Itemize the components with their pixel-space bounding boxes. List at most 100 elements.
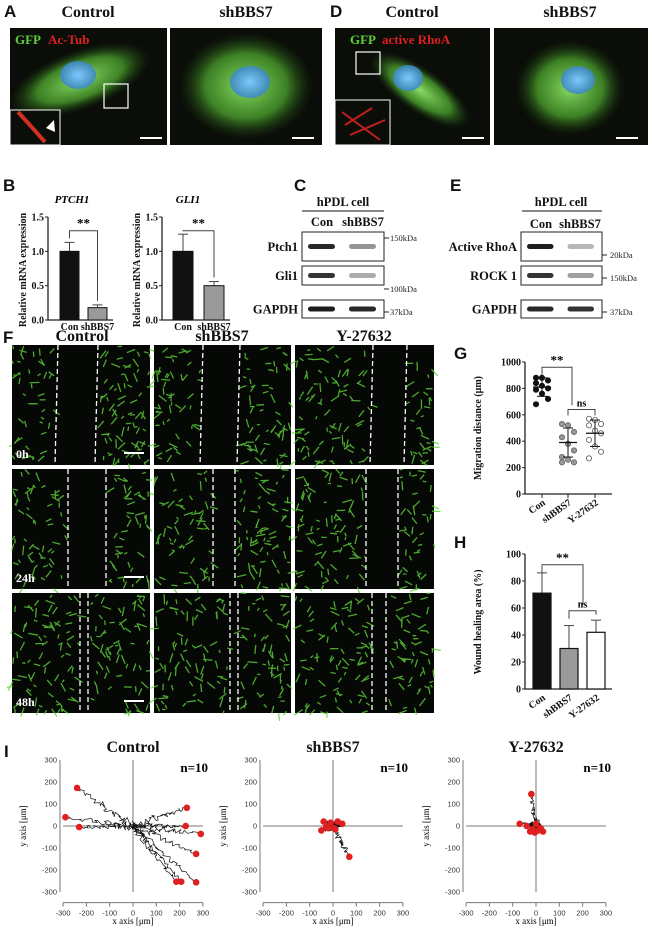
y-tick-label: 0: [456, 822, 460, 831]
wound-image: [8, 344, 155, 471]
y-tick-label: 300: [44, 756, 57, 765]
endpoint-marker: [320, 818, 327, 825]
data-point: [558, 420, 566, 428]
trajectory: [131, 825, 177, 882]
band: [527, 273, 554, 278]
marker-label: 37kDa: [610, 307, 633, 317]
wound-image: [10, 468, 156, 594]
panel-label-d: D: [330, 2, 342, 21]
trajectory: [79, 822, 134, 832]
band: [527, 306, 554, 312]
x-tick-label: 200: [576, 909, 589, 918]
y-tick-label: 0.5: [32, 281, 45, 292]
y-tick-label: 300: [244, 756, 257, 765]
x-tick-label: -200: [279, 909, 294, 918]
x-tick-label: -100: [102, 909, 117, 918]
y-axis-label: y axis [μm]: [218, 805, 228, 846]
chart-title: GLI1: [176, 194, 200, 206]
significance-bracket: [182, 230, 215, 278]
data-point: [570, 447, 578, 454]
endpoint-marker: [532, 820, 540, 828]
panel-label-h: H: [454, 533, 466, 552]
endpoint-marker: [173, 878, 180, 885]
y-tick-label: -200: [445, 866, 460, 875]
endpoint-marker: [529, 826, 536, 833]
endpoint-marker: [322, 823, 330, 831]
x-tick-label: 0: [331, 909, 335, 918]
y-tick-label: 200: [44, 778, 57, 787]
y-tick-label: 0: [53, 822, 57, 831]
significance-bracket: [69, 230, 98, 301]
wound-edge-line: [403, 344, 408, 466]
bar-Con: [172, 250, 194, 321]
wound-edge-line: [54, 344, 59, 466]
data-point: [585, 455, 593, 462]
y-tick-label: 1.5: [146, 213, 159, 224]
significance-bracket: [567, 409, 596, 416]
bar-shBBS7: [87, 307, 108, 321]
y-axis-label: Relative mRNA expression: [132, 212, 143, 327]
endpoint-marker: [177, 878, 185, 885]
marker-label: 20kDa: [610, 250, 633, 260]
timepoint-label: 48h: [16, 695, 35, 709]
bar-Con: [59, 250, 80, 321]
y-tick-label: 1.0: [32, 247, 45, 258]
blot-header: hPDL cell: [317, 195, 370, 209]
blot-row: [301, 265, 385, 286]
timepoint-label: 24h: [16, 571, 35, 585]
panel-label-b: B: [3, 176, 15, 195]
cell-texture: [6, 593, 154, 717]
data-point: [544, 395, 552, 403]
x-tick-label: 300: [197, 909, 210, 918]
bar-Con: [532, 592, 552, 690]
wound-edge-line: [199, 344, 204, 466]
marker-label: 100kDa: [390, 284, 417, 294]
band: [349, 244, 376, 249]
wound-image: [148, 592, 293, 721]
data-point: [532, 380, 540, 387]
y-tick-label: -300: [242, 888, 257, 897]
y-tick-label: 100: [447, 800, 460, 809]
trajectory-plot-control: Control n=10 x axis [μm] y axis [μm] -30…: [18, 739, 209, 926]
bar-shBBS7: [559, 647, 579, 690]
band: [567, 244, 594, 249]
y-tick-label: 1.5: [32, 213, 45, 224]
y-tick-label: 200: [244, 778, 257, 787]
endpoint-marker: [192, 879, 200, 886]
y-tick-label: 1000: [501, 358, 521, 369]
band: [349, 273, 376, 278]
lane-label: Con: [530, 217, 552, 231]
panel-label-a: A: [4, 2, 16, 21]
endpoint-marker: [330, 824, 338, 832]
col-header-shbbs7: shBBS7: [543, 4, 596, 21]
marker-label: 37kDa: [390, 307, 413, 317]
significance-label: **: [556, 550, 569, 565]
axes: [47, 217, 113, 321]
y-tick-label: 0.0: [146, 316, 159, 327]
x-tick-label: 100: [150, 909, 163, 918]
trajectory: [132, 825, 195, 882]
image-background: [12, 593, 150, 713]
col-header-control: Control: [61, 4, 115, 21]
image-background: [295, 593, 434, 713]
panel-label-g: G: [454, 344, 467, 363]
panel-d: D Control shBBS7 GFP active RhoA: [330, 2, 648, 146]
wound-image: [287, 468, 441, 594]
n-label: n=10: [380, 760, 408, 775]
x-tick-label: Y-27632: [567, 692, 602, 721]
data-point: [570, 428, 578, 436]
endpoint-marker: [327, 819, 334, 826]
y-axis-label: Wound healing area (%): [473, 569, 484, 674]
y-axis-label: Migration distance (μm): [473, 376, 484, 480]
x-tick-label: -300: [56, 909, 71, 918]
y-tick-label: 200: [447, 778, 460, 787]
band: [567, 306, 594, 312]
y-tick-label: 60: [511, 604, 521, 615]
panel-c: C hPDL cell Con shBBS7 Ptch1 150kDa Gli1 10…: [253, 176, 417, 319]
stain-label-red: Ac-Tub: [48, 32, 89, 47]
scale-bar: [140, 137, 162, 139]
band: [527, 244, 554, 249]
x-tick-label: -200: [79, 909, 94, 918]
x-tick-label: 200: [373, 909, 386, 918]
